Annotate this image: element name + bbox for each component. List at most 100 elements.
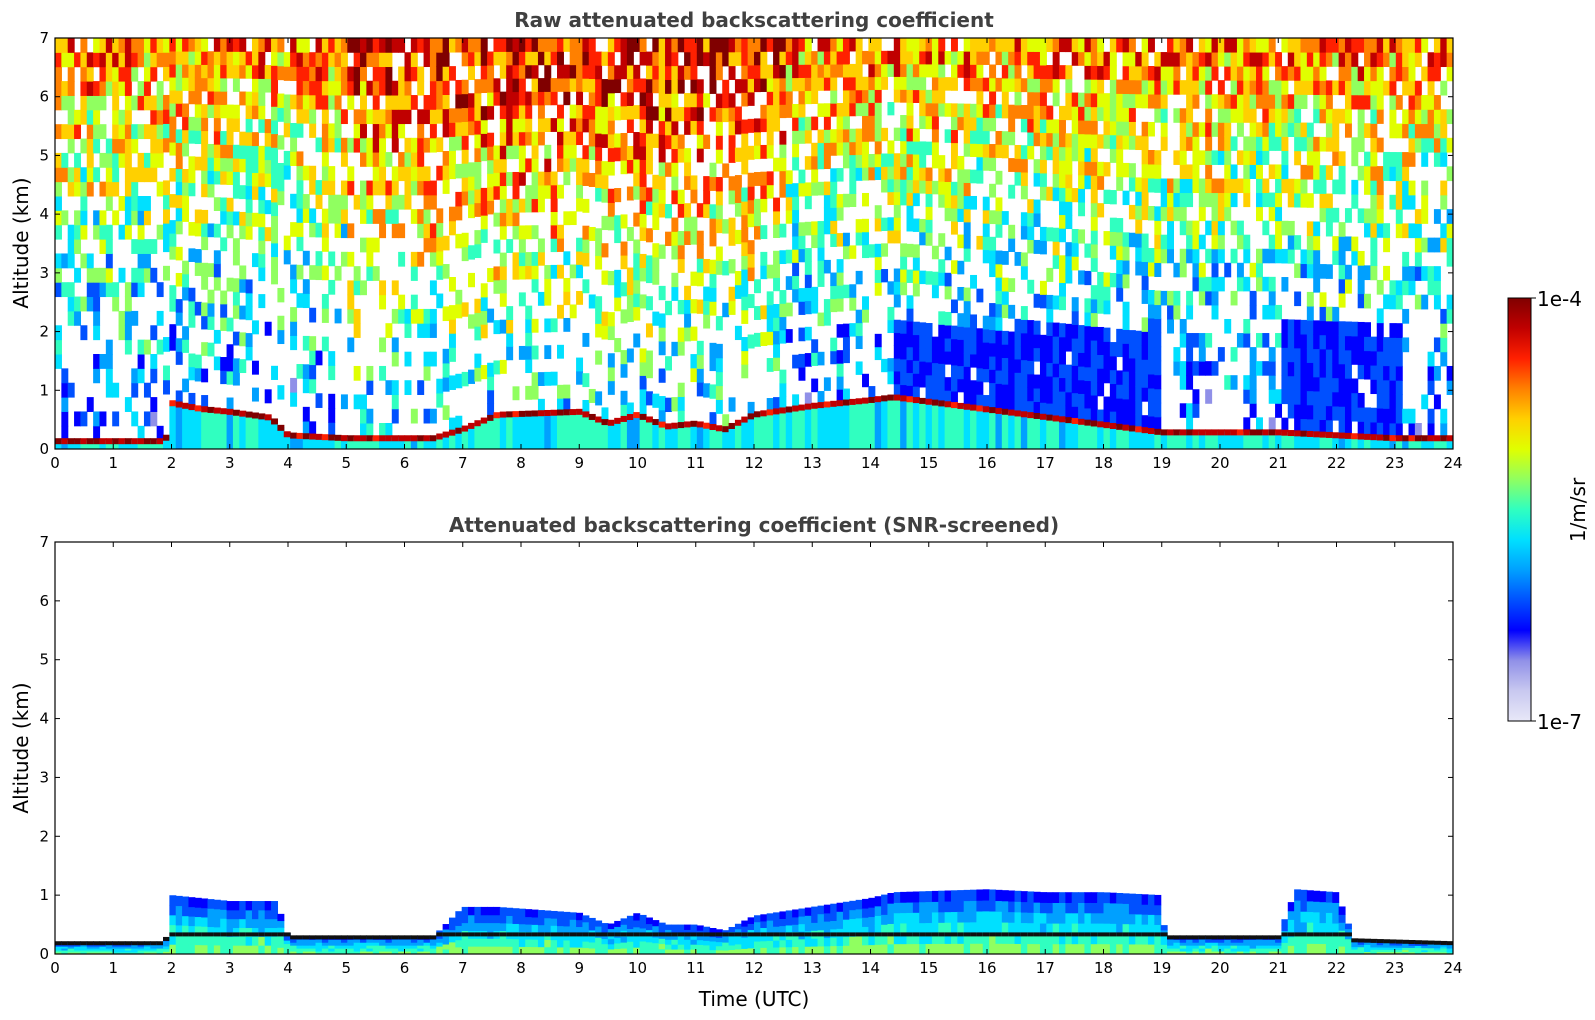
- heatmap-cell: [283, 249, 291, 265]
- heatmap-cell: [569, 211, 577, 226]
- heatmap-cell: [1281, 333, 1289, 348]
- heatmap-cell: [1243, 248, 1251, 264]
- heatmap-cell: [1344, 434, 1352, 449]
- heatmap-cell: [448, 347, 456, 362]
- heatmap-cell: [531, 171, 539, 186]
- heatmap-cell: [1186, 429, 1194, 436]
- heatmap-cell: [1116, 162, 1124, 178]
- heatmap-cell: [1351, 137, 1359, 152]
- heatmap-cell: [366, 109, 374, 125]
- heatmap-cell: [143, 66, 151, 82]
- heatmap-cell: [1179, 429, 1187, 436]
- heatmap-cell: [550, 224, 558, 239]
- heatmap-cell: [271, 918, 279, 929]
- heatmap-cell: [150, 124, 158, 140]
- heatmap-cell: [1122, 315, 1130, 330]
- heatmap-cell: [417, 942, 425, 946]
- heatmap-cell: [1052, 295, 1060, 310]
- heatmap-cell: [931, 50, 939, 65]
- heatmap-cell: [296, 123, 304, 138]
- heatmap-cell: [785, 408, 793, 449]
- heatmap-cell: [512, 91, 520, 106]
- heatmap-cell: [201, 157, 209, 171]
- heatmap-cell: [1351, 433, 1359, 440]
- heatmap-cell: [436, 94, 444, 110]
- heatmap-cell: [1014, 385, 1022, 400]
- heatmap-cell: [1275, 429, 1283, 436]
- heatmap-cell: [550, 78, 558, 92]
- heatmap-cell: [900, 281, 908, 296]
- heatmap-cell: [302, 948, 310, 952]
- heatmap-cell: [1097, 326, 1105, 342]
- heatmap-cell: [518, 104, 526, 119]
- heatmap-cell: [1357, 80, 1365, 96]
- heatmap-cell: [93, 224, 101, 240]
- heatmap-cell: [258, 413, 266, 420]
- heatmap-cell: [1338, 392, 1346, 407]
- heatmap-cell: [1262, 122, 1270, 137]
- heatmap-cell: [830, 298, 838, 313]
- heatmap-cell: [188, 925, 196, 936]
- heatmap-cell: [423, 308, 431, 324]
- heatmap-cell: [1300, 38, 1308, 53]
- heatmap-cell: [804, 182, 812, 197]
- heatmap-cell: [1008, 224, 1016, 239]
- heatmap-cell: [817, 312, 825, 327]
- heatmap-cell: [900, 179, 908, 193]
- heatmap-cell: [86, 440, 94, 449]
- heatmap-cell: [74, 210, 82, 226]
- heatmap-cell: [1357, 265, 1365, 280]
- heatmap-cell: [830, 90, 838, 104]
- heatmap-cell: [1300, 404, 1308, 420]
- heatmap-cell: [143, 196, 151, 211]
- heatmap-cell: [264, 901, 272, 911]
- heatmap-cell: [493, 360, 501, 375]
- heatmap-cell: [226, 224, 234, 239]
- heatmap-cell: [563, 939, 571, 948]
- heatmap-cell: [1097, 93, 1105, 108]
- heatmap-cell: [264, 159, 272, 174]
- heatmap-cell: [124, 167, 132, 183]
- heatmap-cell: [163, 943, 170, 947]
- heatmap-cell: [1065, 419, 1073, 449]
- heatmap-cell: [404, 152, 412, 167]
- heatmap-cell: [1236, 122, 1244, 137]
- heatmap-cell: [302, 939, 310, 943]
- heatmap-cell: [290, 193, 298, 209]
- heatmap-cell: [169, 38, 177, 52]
- heatmap-cell: [245, 212, 253, 227]
- heatmap-cell: [372, 942, 380, 946]
- heatmap-cell: [347, 948, 355, 952]
- heatmap-cell: [1192, 52, 1200, 67]
- heatmap-cell: [531, 372, 539, 387]
- heatmap-cell: [258, 240, 266, 255]
- heatmap-cell: [944, 207, 952, 222]
- heatmap-cell: [957, 64, 965, 78]
- heatmap-cell: [563, 932, 571, 937]
- heatmap-cell: [124, 138, 132, 154]
- heatmap-cell: [175, 915, 183, 926]
- x-tick-label: 1: [108, 454, 118, 472]
- heatmap-cell: [150, 138, 158, 154]
- heatmap-cell: [900, 192, 908, 206]
- heatmap-cell: [67, 167, 75, 183]
- heatmap-cell: [55, 354, 62, 369]
- heatmap-cell: [989, 409, 997, 449]
- heatmap-cell: [448, 206, 456, 222]
- heatmap-cell: [537, 910, 545, 918]
- heatmap-cell: [264, 909, 272, 920]
- heatmap-cell: [1383, 166, 1391, 181]
- heatmap-cell: [773, 38, 781, 52]
- heatmap-cell: [1287, 361, 1295, 377]
- heatmap-cell: [1211, 248, 1219, 264]
- heatmap-cell: [1059, 377, 1066, 392]
- heatmap-cell: [1154, 374, 1162, 390]
- heatmap-cell: [315, 939, 323, 943]
- heatmap-cell: [925, 271, 933, 285]
- heatmap-cell: [1376, 166, 1384, 181]
- heatmap-cell: [696, 382, 704, 397]
- screened-heatmap-cells: [55, 889, 1453, 954]
- heatmap-cell: [201, 408, 209, 449]
- heatmap-cell: [1344, 108, 1352, 124]
- heatmap-cell: [309, 935, 317, 940]
